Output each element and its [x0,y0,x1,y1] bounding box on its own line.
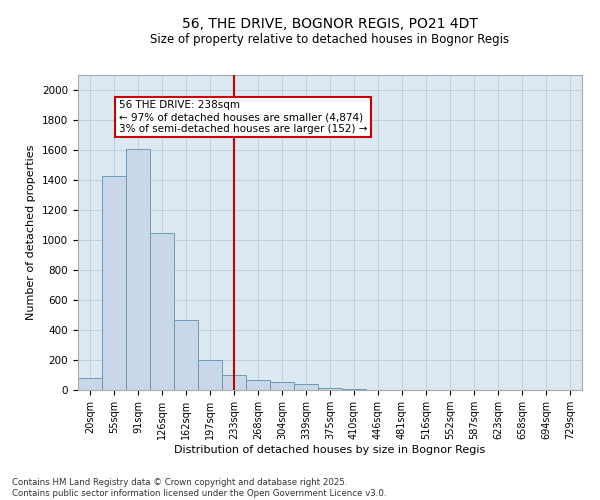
Text: 56 THE DRIVE: 238sqm
← 97% of detached houses are smaller (4,874)
3% of semi-det: 56 THE DRIVE: 238sqm ← 97% of detached h… [119,100,367,134]
Text: Contains HM Land Registry data © Crown copyright and database right 2025.
Contai: Contains HM Land Registry data © Crown c… [12,478,386,498]
Bar [174,320,198,390]
Bar [78,378,102,390]
Bar [150,232,174,390]
Bar [342,389,366,390]
Bar [222,375,246,390]
Text: 56, THE DRIVE, BOGNOR REGIS, PO21 4DT: 56, THE DRIVE, BOGNOR REGIS, PO21 4DT [182,18,478,32]
Bar [294,384,318,390]
Bar [198,360,222,390]
Bar [102,176,126,390]
Y-axis label: Number of detached properties: Number of detached properties [26,145,37,320]
X-axis label: Distribution of detached houses by size in Bognor Regis: Distribution of detached houses by size … [175,445,485,455]
Bar [318,388,342,390]
Text: Size of property relative to detached houses in Bognor Regis: Size of property relative to detached ho… [151,32,509,46]
Bar [126,148,150,390]
Bar [270,382,294,390]
Bar [246,380,270,390]
